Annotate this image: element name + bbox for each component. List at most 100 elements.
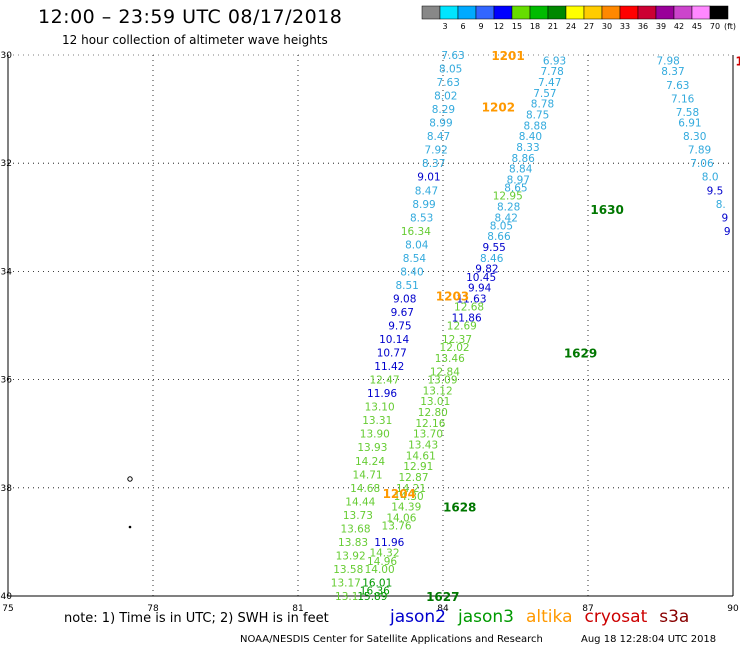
scale-swatch bbox=[601, 5, 621, 20]
island-markers bbox=[127, 476, 133, 529]
lat-tick-label: -38 bbox=[0, 484, 12, 494]
time-labels: 1201 1202 1203 1204 1630 1629 1628 1627 1 bbox=[383, 49, 740, 604]
wave-height-value: 8.33 bbox=[516, 142, 539, 154]
wave-height-value: 7.47 bbox=[538, 77, 561, 89]
track-1627-1630: 15.8916.3616.0114.0014.9614.3211.9613.76… bbox=[357, 55, 566, 603]
wave-height-value: 8.51 bbox=[395, 280, 418, 292]
legend-s3a: s3a bbox=[659, 607, 690, 627]
wave-height-value: 13.70 bbox=[413, 429, 443, 441]
wave-height-value: 12.02 bbox=[440, 342, 470, 354]
time-label: 1629 bbox=[564, 347, 597, 361]
wave-height-value: 8.97 bbox=[507, 174, 530, 186]
scale-value-label: 24 bbox=[566, 22, 576, 31]
wave-height-value: 13.83 bbox=[338, 537, 368, 549]
wave-height-value: 13.10 bbox=[365, 402, 395, 414]
wave-height-value: 14.39 bbox=[391, 502, 421, 514]
wave-height-value: 6.93 bbox=[543, 55, 566, 67]
wave-height-value: 8.05 bbox=[439, 64, 462, 76]
lat-lon-grid bbox=[7, 54, 734, 597]
wave-height-value: 11.96 bbox=[367, 388, 397, 400]
wave-height-value: 8.78 bbox=[531, 99, 554, 111]
wave-height-value: 13.76 bbox=[382, 521, 412, 533]
footer-timestamp: Aug 18 12:28:04 UTC 2018 bbox=[581, 634, 717, 645]
wave-height-value: 7.57 bbox=[533, 88, 556, 100]
wave-height-value: 12.37 bbox=[442, 334, 472, 346]
legend-jason2: jason2 bbox=[390, 607, 446, 627]
wave-height-value: 13.1 bbox=[335, 591, 358, 603]
wave-height-value: 13.73 bbox=[343, 510, 373, 522]
scale-value-label: 70 bbox=[710, 22, 720, 31]
scale-swatch bbox=[691, 5, 711, 20]
scale-value-label: 6 bbox=[460, 22, 465, 31]
scale-value-label: 15 bbox=[512, 22, 522, 31]
wave-height-value: 15.89 bbox=[357, 591, 387, 603]
wave-height-value: 13.43 bbox=[408, 440, 438, 452]
time-label: 1203 bbox=[436, 290, 469, 304]
wave-height-value: 9.08 bbox=[393, 293, 416, 305]
legend-altika: altika bbox=[526, 607, 573, 627]
lon-tick-label: 81 bbox=[292, 604, 303, 614]
wave-height-value: 8.75 bbox=[526, 110, 549, 122]
lon-tick-label: 90 bbox=[727, 604, 739, 614]
altimeter-tracks: 7.638.057.638.028.298.998.477.928.379.01… bbox=[331, 50, 731, 603]
footer-credit: NOAA/NESDIS Center for Satellite Applica… bbox=[240, 634, 543, 645]
scale-swatch bbox=[673, 5, 693, 20]
wave-height-value: 13.92 bbox=[336, 550, 366, 562]
wave-height-value: 9 bbox=[724, 226, 731, 238]
lat-tick-label: -36 bbox=[0, 376, 12, 386]
scale-value-label: 33 bbox=[620, 22, 630, 31]
scale-value-label: 21 bbox=[548, 22, 558, 31]
wave-height-value: 7.63 bbox=[441, 50, 464, 62]
scale-swatch bbox=[475, 5, 495, 20]
scale-unit: (ft) bbox=[724, 22, 736, 31]
wave-height-value: 8.54 bbox=[403, 253, 427, 265]
wave-height-value: 8.40 bbox=[400, 266, 423, 278]
wave-height-value: 8.37 bbox=[422, 158, 445, 170]
wave-height-value: 10.45 bbox=[466, 272, 496, 284]
scale-value-label: 30 bbox=[602, 22, 612, 31]
legend-jason3: jason3 bbox=[458, 607, 514, 627]
wave-height-value: 9.82 bbox=[475, 264, 498, 276]
scale-value-label: 12 bbox=[494, 22, 504, 31]
wave-height-value: 8.47 bbox=[427, 131, 450, 143]
wave-height-value: 8.65 bbox=[504, 183, 527, 195]
scale-value-label: 39 bbox=[656, 22, 666, 31]
wave-height-value: 16.34 bbox=[401, 226, 431, 238]
scale-swatch bbox=[709, 5, 729, 20]
wave-height-value: 8.42 bbox=[495, 212, 518, 224]
wave-height-value: 7.16 bbox=[671, 93, 695, 105]
wave-height-value: 8.53 bbox=[410, 212, 433, 224]
wave-height-value: 9.01 bbox=[417, 172, 440, 184]
note-text: note: 1) Time is in UTC; 2) SWH is in fe… bbox=[64, 611, 329, 626]
wave-height-value: 7.58 bbox=[676, 107, 699, 119]
wave-height-value: 13.90 bbox=[360, 429, 390, 441]
wave-height-value: 14.68 bbox=[350, 483, 380, 495]
wave-height-value: 13.31 bbox=[362, 415, 392, 427]
lat-tick-label: -30 bbox=[0, 51, 12, 61]
wave-height-value: 8.88 bbox=[524, 120, 547, 132]
color-scale-bar: 3 6 9 12 15 18 21 24 27 30 33 36 39 42 45 70 (ft) bbox=[421, 5, 736, 31]
wave-height-value: 13.46 bbox=[435, 353, 465, 365]
wave-height-value: 9.5 bbox=[707, 185, 724, 197]
wave-height-value: 7.06 bbox=[690, 158, 714, 170]
wave-height-value: 9.55 bbox=[482, 242, 505, 254]
wave-height-value: 11.96 bbox=[374, 537, 404, 549]
wave-height-value: 12.68 bbox=[454, 302, 484, 314]
wave-height-value: 14.00 bbox=[365, 564, 395, 576]
wave-height-value: 8.37 bbox=[661, 66, 684, 78]
wave-height-value: 11.42 bbox=[374, 361, 404, 373]
scale-value-label: 45 bbox=[692, 22, 702, 31]
wave-height-value: 8.46 bbox=[480, 253, 504, 265]
time-label: 1630 bbox=[590, 203, 623, 217]
wave-height-value: 10.14 bbox=[379, 334, 409, 346]
wave-height-value: 13.17 bbox=[331, 577, 361, 589]
wave-height-value: 14.44 bbox=[345, 496, 375, 508]
scale-swatch bbox=[547, 5, 567, 20]
lon-tick-label: 87 bbox=[582, 604, 593, 614]
scale-value-label: 42 bbox=[674, 22, 684, 31]
scale-swatch bbox=[619, 5, 639, 20]
wave-height-value: 12.47 bbox=[369, 375, 399, 387]
wave-height-value: 7.63 bbox=[666, 80, 689, 92]
wave-height-value: 13.09 bbox=[427, 375, 457, 387]
